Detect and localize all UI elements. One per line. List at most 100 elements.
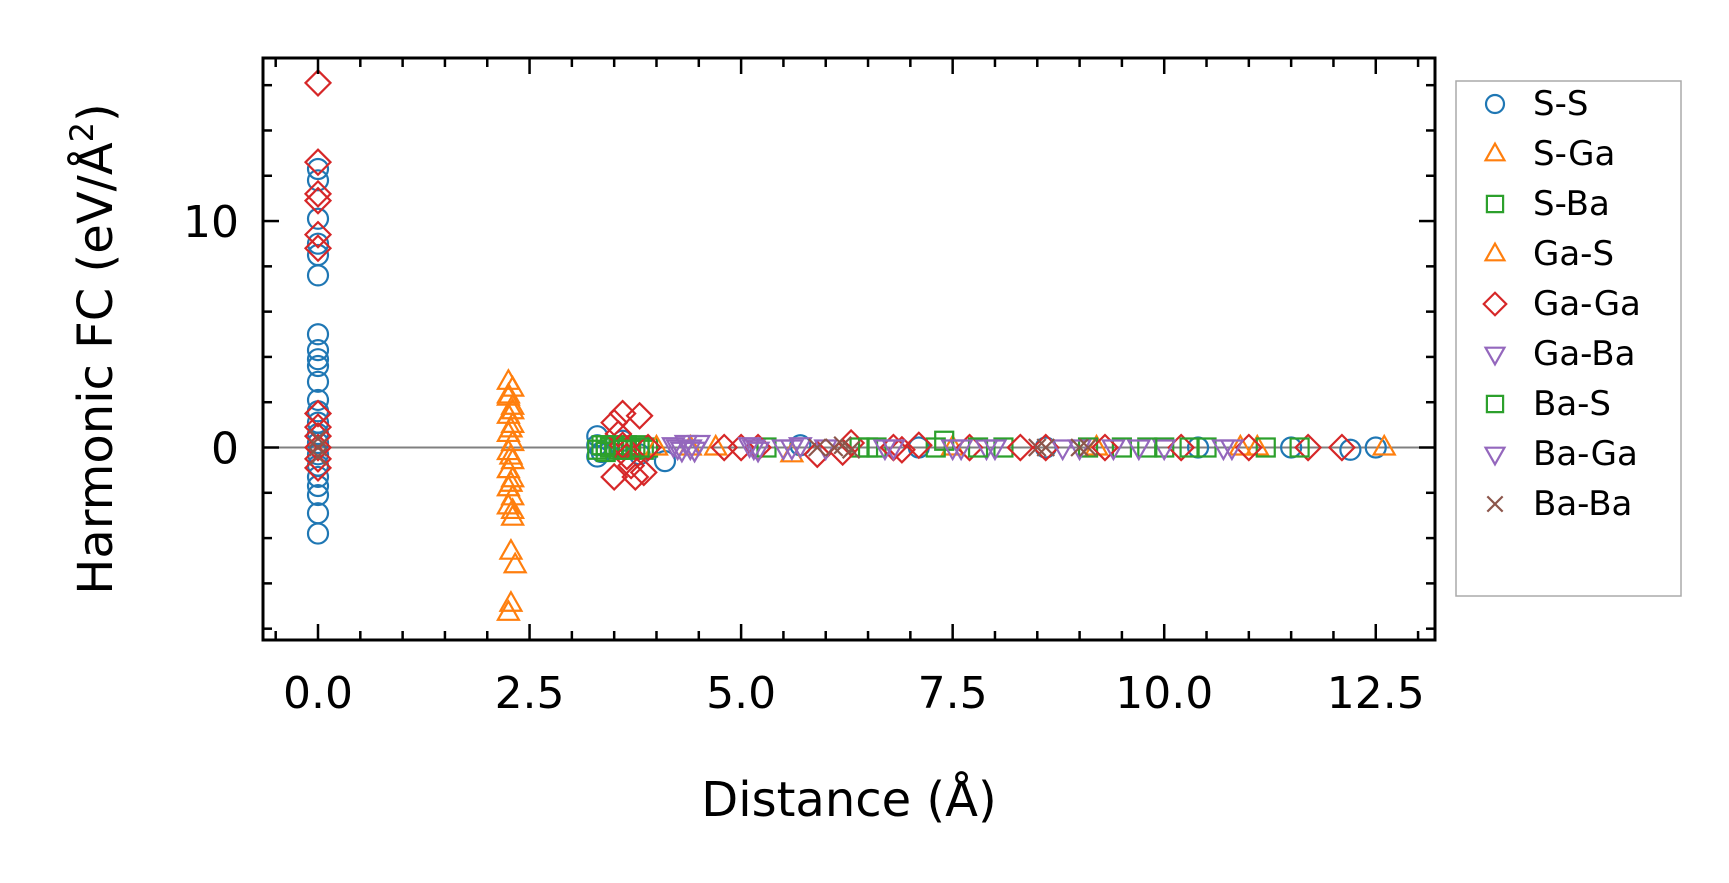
data-point-ga-s [498,470,524,492]
data-point-ga-ba [787,437,813,459]
y-axis-label: Harmonic FC (eV/Å2) [63,103,124,595]
data-point-s-s [306,348,330,371]
legend-entry-ga-ga: Ga-Ga [1533,284,1641,324]
legend-entry-ba-ga: Ba-Ga [1533,434,1638,474]
data-point-ga-ga [600,462,629,492]
data-point-ga-ga [617,451,646,480]
x-tick-label: 0.0 [283,668,353,719]
data-point-ba-ba [1078,438,1098,457]
y-tick-label: 10 [183,197,239,248]
data-point-ba-ba [841,440,861,460]
data-point-s-s [306,483,330,507]
legend-marker-ga-s [1483,241,1507,262]
data-point-ba-ga [982,439,1008,462]
data-point-ga-s [498,442,524,465]
legend-marker-ba-ba [1486,495,1504,513]
data-point-ga-ga [600,408,629,437]
legend-entry-ba-s: Ba-S [1533,384,1611,424]
legend: S-S S-Ga S-Ba Ga-S Ga-Ga Ga-Ba Ba-S Ba-Ga Ba-Ba [1455,80,1682,597]
data-point-s-s [306,388,330,412]
x-axis-label: Distance (Å) [701,771,996,828]
data-point-ba-s [1137,437,1158,458]
legend-entry-ga-s: Ga-S [1533,234,1614,274]
legend-marker-s-ba [1485,194,1505,214]
y-tick-labels: 0 10 [183,197,239,474]
data-point-ba-s [612,439,633,460]
data-point-ga-ba [745,441,771,464]
data-point-s-s [1364,436,1387,459]
legend-entry-ba-ba: Ba-Ba [1533,484,1632,524]
data-point-ba-ba [807,438,827,457]
data-point-s-s [306,443,330,466]
data-point-ga-s [703,433,729,456]
data-point-s-ba [1077,437,1099,458]
y-axis-label-main: Harmonic FC (eV/Å [67,142,124,595]
data-point-s-s [306,339,330,362]
data-point-s-ga [500,503,526,526]
series-ba-ga [665,434,1245,464]
data-point-ga-ga [303,399,333,428]
data-point-s-s [306,370,330,393]
data-point-ba-ga [1126,439,1152,462]
legend-entry-s-ga: S-Ga [1533,134,1615,174]
y-tick-label: 0 [211,424,239,475]
data-point-s-s [306,522,330,545]
data-point-s-s [306,264,330,287]
data-point-ba-s [1289,437,1310,458]
legend-marker-ba-ga [1483,446,1507,467]
data-point-ga-ga [604,419,633,448]
data-point-ga-ga [1327,433,1356,462]
data-point-s-ba [1255,437,1276,458]
data-point-s-ga [1371,433,1397,456]
data-point-s-s [306,207,330,230]
x-tick-label: 12.5 [1327,668,1425,719]
data-point-ba-ba [833,435,852,455]
data-point-ga-ga [612,442,641,471]
data-point-s-s [306,157,330,181]
legend-marker-ga-ga [1482,291,1508,317]
data-point-ga-ba [1151,439,1177,462]
data-point-ga-ga [803,440,832,469]
data-point-ga-ga [1090,433,1120,462]
data-point-s-s [306,474,330,498]
data-point-ga-ba [1101,439,1126,462]
data-point-s-ga [498,590,524,612]
data-point-ga-ga [625,401,654,430]
data-point-ga-ba [1050,439,1076,462]
data-point-s-ga [498,537,524,560]
x-tick-label: 7.5 [918,668,988,719]
data-point-ga-s [498,415,524,438]
data-point-s-s [1339,438,1362,461]
data-point-ba-ga [682,441,707,464]
data-point-ga-ga [621,462,650,492]
data-point-ga-s [644,433,669,456]
data-point-ba-ba [1036,438,1056,457]
data-point-ba-ga [872,439,898,462]
data-point-ga-ga [633,433,663,462]
legend-marker-ba-s [1485,394,1505,414]
y-axis-label-superscript: 2 [63,122,101,142]
data-point-ga-ga [303,148,333,177]
data-point-ba-s [967,437,989,458]
data-point-ga-s [500,397,526,420]
data-point-ga-ga [629,458,658,487]
data-point-ba-ga [1219,439,1245,462]
data-point-ba-ba [308,438,328,457]
legend-box [1455,80,1682,597]
data-point-s-s [306,323,330,346]
data-point-ba-ba [1070,438,1089,457]
scatter-points [303,68,1397,621]
data-point-ga-ga [1294,433,1323,462]
data-point-ga-ga [904,431,933,460]
data-point-s-s [306,169,330,192]
data-point-ba-ba [1028,438,1047,457]
data-point-s-ba [934,430,955,451]
data-point-ga-ga [303,433,333,462]
legend-marker-ga-ba [1483,346,1507,367]
series-ga-s [496,381,1253,520]
data-point-s-ga [496,599,521,621]
x-tick-labels: 0.0 2.5 5.0 7.5 10.0 12.5 [283,668,1425,719]
legend-entry-s-ba: S-Ba [1533,184,1610,224]
